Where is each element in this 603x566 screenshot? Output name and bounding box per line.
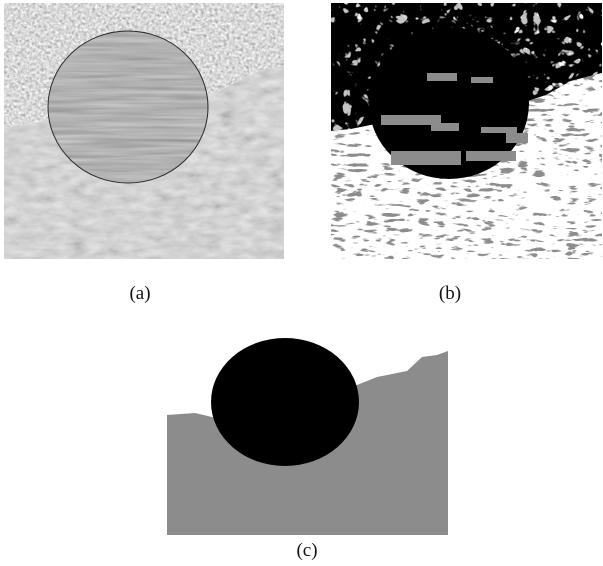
clean-segmentation-image	[167, 338, 448, 535]
caption-b: (b)	[438, 283, 462, 304]
circle-texture-region	[48, 31, 208, 183]
texture-mosaic-image	[4, 3, 284, 259]
caption-a: (a)	[129, 283, 151, 304]
black-circle-region	[211, 338, 359, 466]
caption-c: (c)	[296, 540, 318, 561]
noisy-segmentation-image	[331, 3, 602, 259]
circle-black-region	[369, 27, 529, 179]
